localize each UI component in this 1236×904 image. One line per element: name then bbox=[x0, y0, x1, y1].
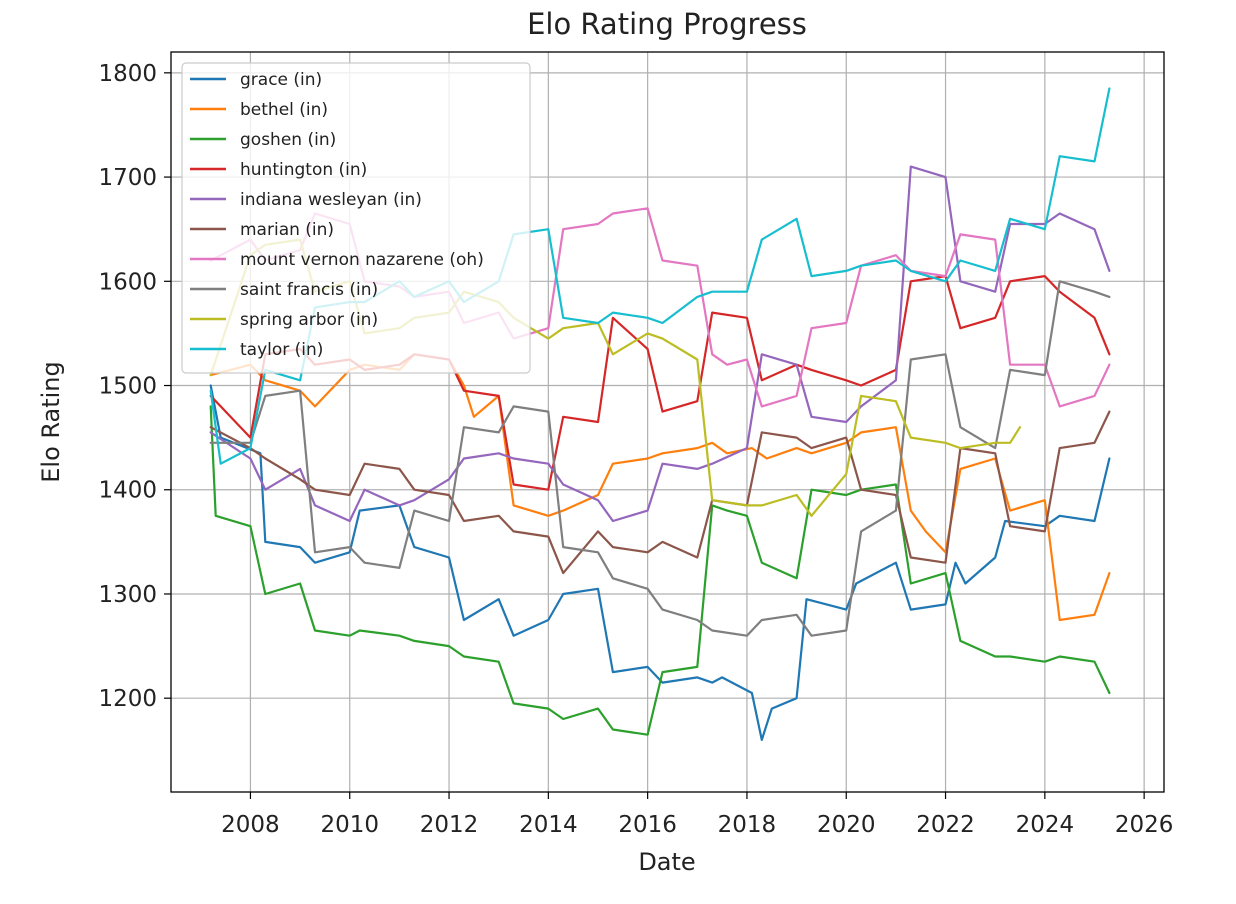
x-tick-label: 2022 bbox=[916, 812, 975, 838]
legend: grace (in) bethel (in) goshen (in) huntingt… bbox=[181, 62, 531, 374]
x-tick-label: 2014 bbox=[519, 812, 578, 838]
legend-label: indiana wesleyan (in) bbox=[240, 190, 422, 210]
y-tick-label: 1700 bbox=[98, 165, 157, 191]
legend-label: goshen (in) bbox=[240, 130, 336, 150]
legend-box bbox=[181, 62, 531, 374]
x-tick-label: 2024 bbox=[1016, 812, 1075, 838]
x-tick-label: 2012 bbox=[420, 812, 479, 838]
series-line bbox=[209, 280, 1111, 637]
x-tick-label: 2018 bbox=[718, 812, 777, 838]
y-tick-label: 1200 bbox=[98, 686, 157, 712]
legend-label: grace (in) bbox=[240, 70, 322, 90]
x-axis-label: Date bbox=[638, 848, 695, 876]
x-tick-label: 2016 bbox=[618, 812, 677, 838]
y-tick-label: 1800 bbox=[98, 61, 157, 87]
legend-label: marian (in) bbox=[240, 220, 334, 240]
legend-label: taylor (in) bbox=[240, 340, 323, 360]
y-tick-label: 1400 bbox=[98, 478, 157, 504]
legend-label: saint francis (in) bbox=[240, 280, 378, 300]
legend-label: bethel (in) bbox=[240, 100, 328, 120]
x-tick-label: 2008 bbox=[221, 812, 280, 838]
x-tick-label: 2020 bbox=[817, 812, 876, 838]
y-axis-label: Elo Rating bbox=[37, 361, 65, 483]
plot-frame bbox=[170, 51, 1165, 793]
series-line bbox=[209, 353, 1111, 622]
series-line bbox=[209, 165, 1111, 523]
tick-layer: 2008 2010 2012 2014 2016 2018 2020 2022 2024 2026… bbox=[98, 61, 1173, 838]
series-line bbox=[209, 384, 1111, 741]
grid-layer bbox=[171, 52, 1164, 792]
y-tick-label: 1600 bbox=[98, 269, 157, 295]
y-tick-label: 1500 bbox=[98, 374, 157, 400]
y-tick-label: 1300 bbox=[98, 582, 157, 608]
series-line bbox=[209, 405, 1111, 736]
x-tick-label: 2010 bbox=[320, 812, 379, 838]
chart-title: Elo Rating Progress bbox=[527, 7, 807, 41]
x-tick-label: 2026 bbox=[1115, 812, 1174, 838]
legend-label: spring arbor (in) bbox=[240, 310, 378, 330]
legend-label: huntington (in) bbox=[240, 160, 367, 180]
legend-label: mount vernon nazarene (oh) bbox=[240, 250, 484, 270]
